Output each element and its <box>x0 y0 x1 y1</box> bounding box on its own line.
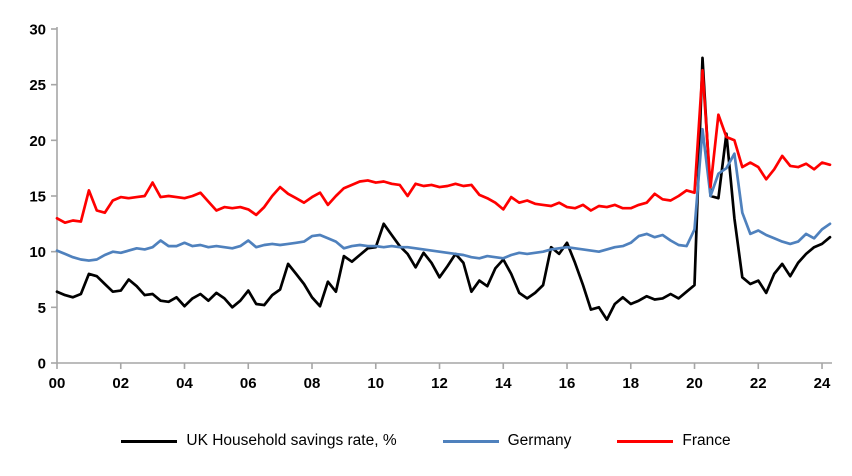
x-tick-label-04: 04 <box>176 375 193 392</box>
y-tick-label-25: 25 <box>29 77 46 94</box>
y-tick-label-20: 20 <box>29 133 46 150</box>
legend-label-uk: UK Household savings rate, % <box>186 432 397 449</box>
y-tick-label-15: 15 <box>29 189 46 206</box>
x-tick-label-18: 18 <box>622 375 639 392</box>
legend-label-france: France <box>682 432 731 449</box>
legend-item-germany: Germany <box>442 432 572 450</box>
legend-label-germany: Germany <box>507 432 572 449</box>
legend-line-sample-germany <box>442 439 499 443</box>
y-tick-label-30: 30 <box>29 22 46 39</box>
series-line-germany <box>55 127 832 262</box>
x-tick-label-22: 22 <box>750 375 767 392</box>
legend-item-uk: UK Household savings rate, % <box>121 432 397 450</box>
x-tick-label-10: 10 <box>367 375 384 392</box>
x-tick-label-06: 06 <box>240 375 257 392</box>
legend-line-sample-uk <box>121 439 178 443</box>
x-tick-label-00: 00 <box>49 375 66 392</box>
x-tick-label-16: 16 <box>559 375 576 392</box>
x-tick-label-08: 08 <box>304 375 321 392</box>
savings-rate-line-chart: 0 5 10 15 20 25 30 00 02 04 06 08 10 12 14 16 18 20 22 24 <box>29 22 832 392</box>
x-tick-label-24: 24 <box>814 375 831 392</box>
legend-line-sample-france <box>617 439 674 443</box>
y-tick-label-10: 10 <box>29 244 46 261</box>
legend-item-france: France <box>617 432 731 450</box>
x-tick-label-20: 20 <box>686 375 703 392</box>
y-tick-label-0: 0 <box>38 356 46 373</box>
y-tick-label-5: 5 <box>38 300 46 317</box>
x-tick-label-14: 14 <box>495 375 512 392</box>
chart-legend: UK Household savings rate, % Germany Fra… <box>0 424 852 458</box>
x-tick-label-02: 02 <box>112 375 129 392</box>
series-line-france <box>55 68 832 225</box>
x-tick-label-12: 12 <box>431 375 448 392</box>
